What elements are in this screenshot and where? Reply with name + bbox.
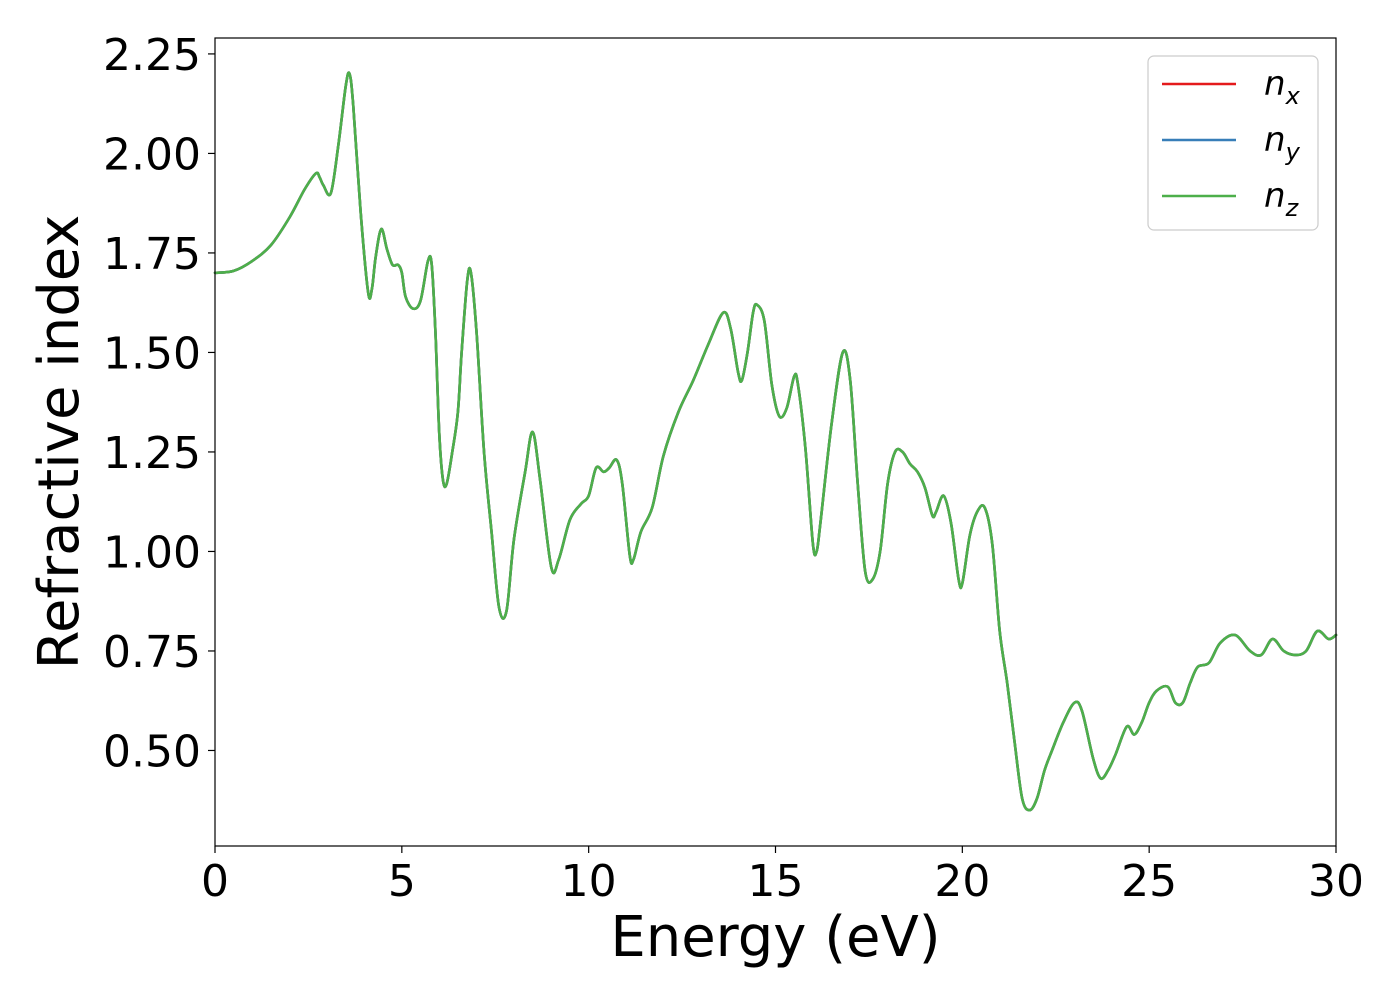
y-tick-label: 2.00 <box>103 129 201 180</box>
y-axis-label: Refractive index <box>27 215 92 670</box>
y-tick-label: 1.75 <box>103 229 201 280</box>
y-tick-label: 1.00 <box>103 527 201 578</box>
legend: nx ny nz <box>1147 55 1319 231</box>
y-tick-label: 0.75 <box>103 627 201 678</box>
y-tick-label: 1.50 <box>103 328 201 379</box>
x-tick-label: 20 <box>934 856 990 907</box>
legend-entry: ny <box>1264 120 1301 166</box>
x-tick-label: 5 <box>388 856 416 907</box>
y-tick-label: 1.25 <box>103 428 201 479</box>
legend-entry: nz <box>1264 176 1300 222</box>
x-tick-label: 25 <box>1121 856 1177 907</box>
series-line-n-z <box>213 71 1338 812</box>
x-tick-label: 0 <box>201 856 229 907</box>
x-axis-ticks: 0 5 10 15 20 25 30 <box>201 846 1364 907</box>
y-tick-label: 2.25 <box>103 30 201 81</box>
x-axis-label: Energy (eV) <box>610 905 940 970</box>
y-axis-ticks: 0.50 0.75 1.00 1.25 1.50 1.75 2.00 2.25 <box>103 30 215 777</box>
x-tick-label: 15 <box>748 856 804 907</box>
legend-box <box>1147 55 1319 231</box>
legend-entry: nx <box>1264 64 1301 110</box>
plot-lines <box>213 71 1338 812</box>
x-tick-label: 10 <box>561 856 617 907</box>
x-tick-label: 30 <box>1308 856 1364 907</box>
y-tick-label: 0.50 <box>103 726 201 777</box>
